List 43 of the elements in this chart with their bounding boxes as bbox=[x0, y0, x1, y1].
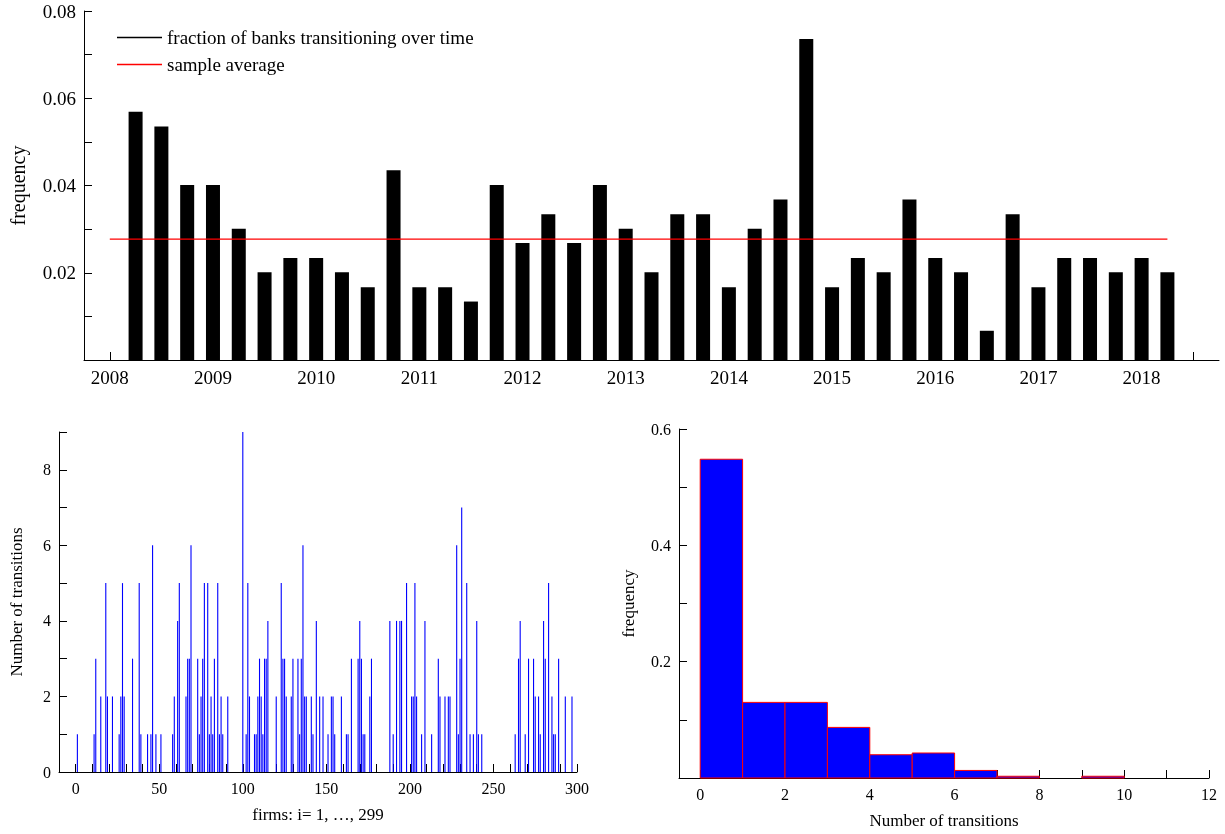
x-tick-label: 2015 bbox=[813, 367, 852, 388]
x-tick-label: 150 bbox=[314, 779, 339, 797]
x-tick-label: 2011 bbox=[400, 367, 438, 388]
x-tick-label: 2012 bbox=[503, 367, 542, 388]
y-axis-title: Number of transitions bbox=[7, 527, 26, 677]
y-tick-label: 2 bbox=[43, 687, 51, 705]
x-tick-label: 300 bbox=[565, 779, 589, 797]
y-tick-label: 0.4 bbox=[651, 536, 671, 554]
x-tick-label: 50 bbox=[151, 779, 168, 797]
y-tick-label: 0.08 bbox=[42, 0, 76, 22]
x-tick-label: 2016 bbox=[916, 367, 955, 388]
x-tick-label: 6 bbox=[950, 785, 959, 803]
x-tick-label: 250 bbox=[481, 779, 506, 797]
x-tick-label: 2 bbox=[781, 785, 789, 803]
x-axis-title: firms: i= 1, …, 299 bbox=[252, 805, 384, 824]
x-tick-label: 2013 bbox=[606, 367, 645, 388]
x-tick-label: 0 bbox=[696, 785, 705, 803]
y-axis-title: frequency bbox=[7, 145, 30, 226]
x-tick-label: 2010 bbox=[297, 367, 336, 388]
x-axis-title: Number of transitions bbox=[869, 811, 1019, 830]
y-tick-label: 0.2 bbox=[651, 653, 671, 671]
x-tick-label: 4 bbox=[865, 785, 874, 803]
x-tick-label: 10 bbox=[1116, 785, 1133, 803]
y-axis-title: frequency bbox=[619, 569, 638, 638]
x-tick-label: 12 bbox=[1201, 785, 1217, 803]
y-tick-label: 0.02 bbox=[42, 262, 76, 284]
y-tick-label: 0.6 bbox=[651, 420, 671, 438]
x-tick-label: 2017 bbox=[1019, 367, 1058, 388]
x-tick-label: 100 bbox=[230, 779, 255, 797]
x-tick-label: 8 bbox=[1035, 785, 1044, 803]
x-tick-label: 2018 bbox=[1122, 367, 1161, 388]
y-tick-label: 0 bbox=[43, 763, 51, 781]
legend-label: sample average bbox=[167, 54, 285, 75]
y-tick-label: 6 bbox=[43, 536, 51, 554]
y-tick-label: 0.04 bbox=[42, 175, 77, 196]
x-tick-label: 2014 bbox=[709, 367, 749, 388]
x-tick-label: 200 bbox=[397, 779, 422, 797]
y-tick-label: 4 bbox=[43, 612, 51, 630]
y-tick-label: 0.06 bbox=[42, 87, 76, 109]
x-tick-label: 2008 bbox=[90, 367, 129, 388]
legend-label: fraction of banks transitioning over time bbox=[167, 27, 474, 48]
x-tick-label: 2009 bbox=[193, 367, 232, 388]
y-tick-label: 8 bbox=[43, 461, 51, 479]
